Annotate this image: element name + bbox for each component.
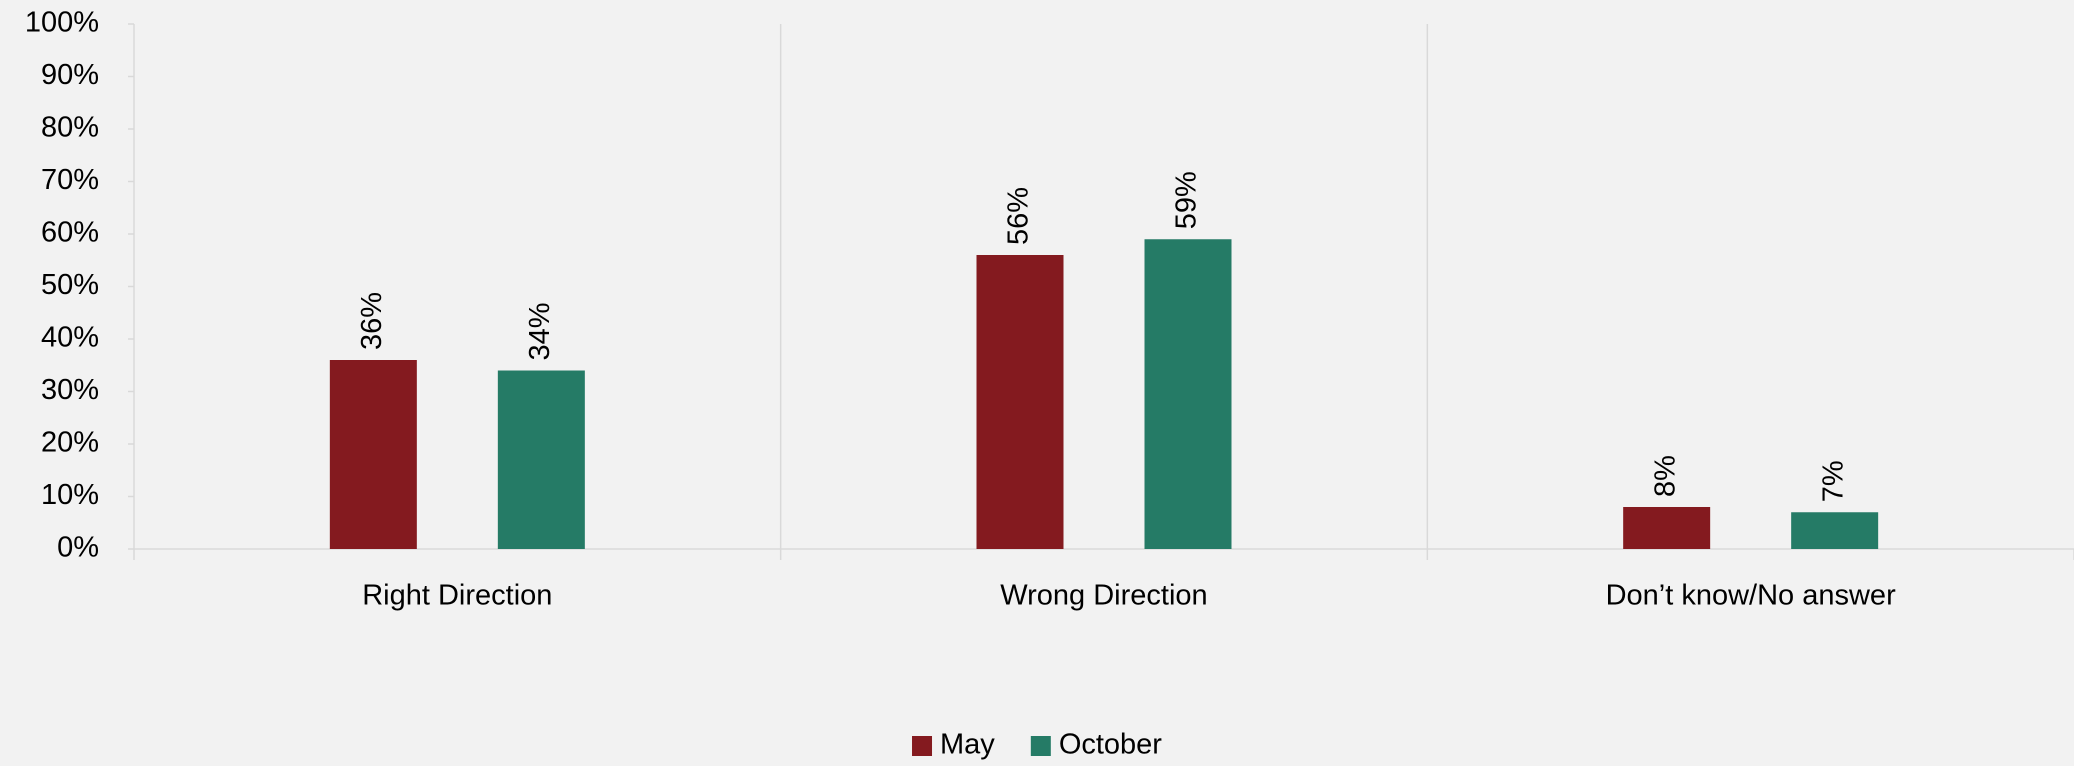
y-tick-label: 100% [25,7,99,39]
y-tick-label: 40% [41,322,99,354]
y-tick-label: 10% [41,479,99,511]
y-tick-label: 50% [41,269,99,301]
data-label: 36% [356,292,388,350]
y-tick-label: 80% [41,112,99,144]
data-label: 7% [1817,460,1849,502]
x-tick-label: Don’t know/No answer [1606,580,1896,612]
legend-item: October [1030,729,1162,761]
x-tick-label: Right Direction [362,580,552,612]
legend-swatch [1030,736,1051,756]
y-tick-label: 90% [41,59,99,91]
data-label: 59% [1171,171,1203,229]
bar [1623,507,1711,549]
bar [497,370,585,549]
legend-item: May [912,729,995,761]
bar [976,255,1064,549]
x-tick-label: Wrong Direction [1000,580,1207,612]
data-label: 8% [1649,455,1681,497]
bar [1791,512,1879,549]
y-tick-label: 0% [57,532,99,564]
bar [1144,239,1232,549]
data-label: 34% [524,302,556,360]
legend-label: October [1059,729,1162,761]
y-tick-label: 60% [41,217,99,249]
y-tick-label: 20% [41,427,99,459]
legend-label: May [940,729,995,761]
data-label: 56% [1003,187,1035,245]
y-tick-label: 30% [41,374,99,406]
y-tick-label: 70% [41,164,99,196]
bar [329,360,417,549]
legend-swatch [912,736,933,756]
